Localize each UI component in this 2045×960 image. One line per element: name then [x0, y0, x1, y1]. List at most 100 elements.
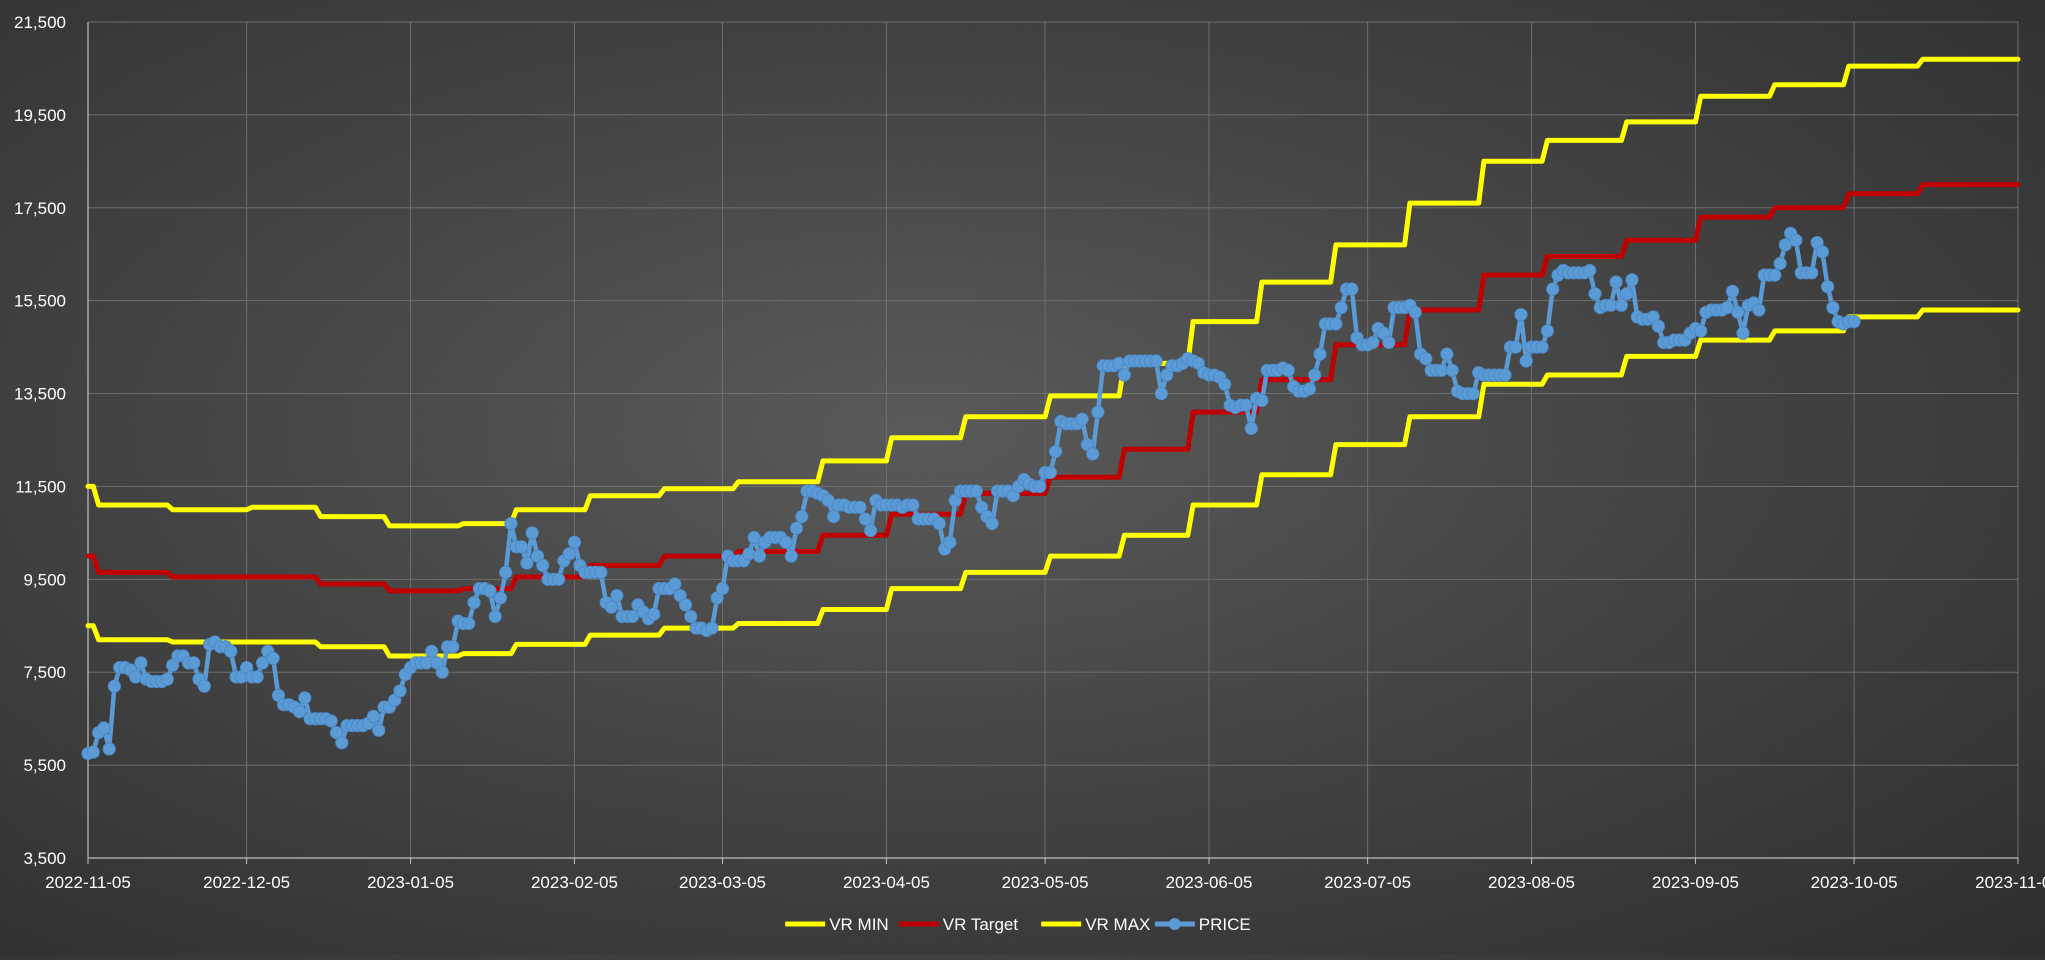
price-marker	[985, 516, 999, 531]
legend-label-vr-max: VR MAX	[1085, 915, 1150, 934]
price-marker	[594, 565, 608, 580]
price-marker	[752, 549, 767, 563]
y-tick-label: 9,500	[23, 570, 66, 589]
series-line-vr-target	[85, 182, 2021, 594]
x-tick-label: 2023-05-05	[1002, 873, 1089, 892]
price-marker	[551, 572, 566, 586]
price-marker	[1149, 354, 1163, 368]
price-marker	[1768, 268, 1782, 282]
price-marker	[250, 670, 264, 684]
y-tick-label: 5,500	[23, 756, 66, 775]
price-marker	[1694, 324, 1708, 338]
price-marker	[678, 598, 693, 612]
series-lines	[85, 56, 2021, 756]
price-marker	[858, 512, 872, 526]
price-marker	[1255, 393, 1269, 408]
x-tick-label: 2023-08-05	[1488, 873, 1575, 892]
price-marker	[1091, 405, 1105, 419]
price-marker	[1620, 287, 1634, 301]
price-marker	[943, 535, 957, 549]
price-marker	[1117, 368, 1132, 382]
y-tick-label: 3,500	[23, 849, 66, 868]
x-tick-label: 2023-11-05	[1975, 873, 2045, 892]
price-marker	[647, 607, 661, 621]
y-tick-label: 7,500	[23, 663, 66, 682]
price-marker	[1731, 305, 1745, 319]
price-marker	[493, 591, 507, 605]
price-marker	[520, 556, 534, 570]
price-marker	[1302, 382, 1317, 396]
price-marker	[1239, 398, 1253, 412]
price-marker	[1049, 444, 1063, 459]
price-marker	[1366, 335, 1380, 350]
price-marker	[1408, 305, 1422, 319]
price-marker	[906, 498, 920, 512]
price-marker	[863, 523, 878, 538]
price-marker	[604, 600, 619, 614]
price-marker	[1033, 479, 1047, 493]
price-marker	[372, 723, 386, 737]
price-marker	[1736, 326, 1750, 340]
price-marker	[335, 736, 349, 750]
price-marker	[1847, 314, 1861, 329]
price-marker	[1625, 273, 1639, 287]
price-marker	[107, 679, 122, 693]
price-marker	[1043, 465, 1058, 480]
price-marker	[1789, 233, 1803, 247]
price-marker	[1345, 282, 1359, 296]
price-marker	[483, 584, 497, 598]
x-tick-label: 2023-10-05	[1811, 873, 1898, 892]
price-marker	[705, 621, 719, 635]
price-marker	[1826, 300, 1840, 315]
price-marker	[789, 521, 804, 535]
x-tick-label: 2023-07-05	[1324, 873, 1411, 892]
price-marker	[446, 640, 460, 654]
price-marker	[715, 581, 730, 596]
price-marker	[1540, 324, 1555, 338]
axes: 3,500 5,500 7,500 9,500 11,500 13,500 15,500 17…	[14, 13, 2045, 892]
price-marker	[1440, 347, 1454, 361]
price-marker	[292, 705, 307, 719]
price-marker	[97, 721, 111, 735]
price-marker	[1546, 282, 1560, 296]
price-marker	[1519, 354, 1533, 368]
price-marker	[1535, 340, 1549, 354]
price-markers	[81, 226, 1861, 761]
price-marker	[160, 672, 174, 686]
price-marker	[324, 714, 338, 728]
price-marker	[514, 540, 529, 554]
price-marker	[668, 577, 682, 591]
price-marker	[488, 609, 502, 624]
price-marker	[1445, 363, 1459, 377]
price-marker	[425, 644, 439, 658]
legend-label-price: PRICE	[1199, 915, 1251, 934]
legend-label-vr-min: VR MIN	[829, 915, 889, 934]
price-marker	[853, 500, 867, 514]
price-marker	[684, 609, 698, 624]
price-marker	[826, 509, 841, 524]
price-marker	[1651, 319, 1666, 333]
price-marker	[86, 745, 100, 759]
legend: VR MIN VR Target VR MAX PRICE	[785, 915, 1251, 934]
series-line-vr-min	[85, 307, 2021, 659]
price-marker	[435, 665, 449, 679]
price-marker	[1281, 363, 1295, 377]
price-marker	[779, 535, 793, 549]
price-marker	[1498, 368, 1512, 382]
price-marker	[504, 516, 518, 531]
y-tick-label: 17,500	[14, 199, 66, 218]
price-marker	[1382, 335, 1396, 350]
x-tick-label: 2023-04-05	[843, 873, 930, 892]
price-marker	[1821, 280, 1835, 294]
x-tick-label: 2023-06-05	[1166, 873, 1253, 892]
price-marker	[1514, 307, 1528, 322]
legend-label-vr-target: VR Target	[943, 915, 1019, 934]
price-marker	[610, 588, 624, 603]
price-marker	[393, 684, 407, 698]
price-marker	[1086, 447, 1100, 461]
price-marker	[1752, 303, 1766, 317]
price-marker	[1805, 266, 1819, 280]
price-marker	[298, 691, 312, 705]
price-marker	[536, 558, 550, 573]
